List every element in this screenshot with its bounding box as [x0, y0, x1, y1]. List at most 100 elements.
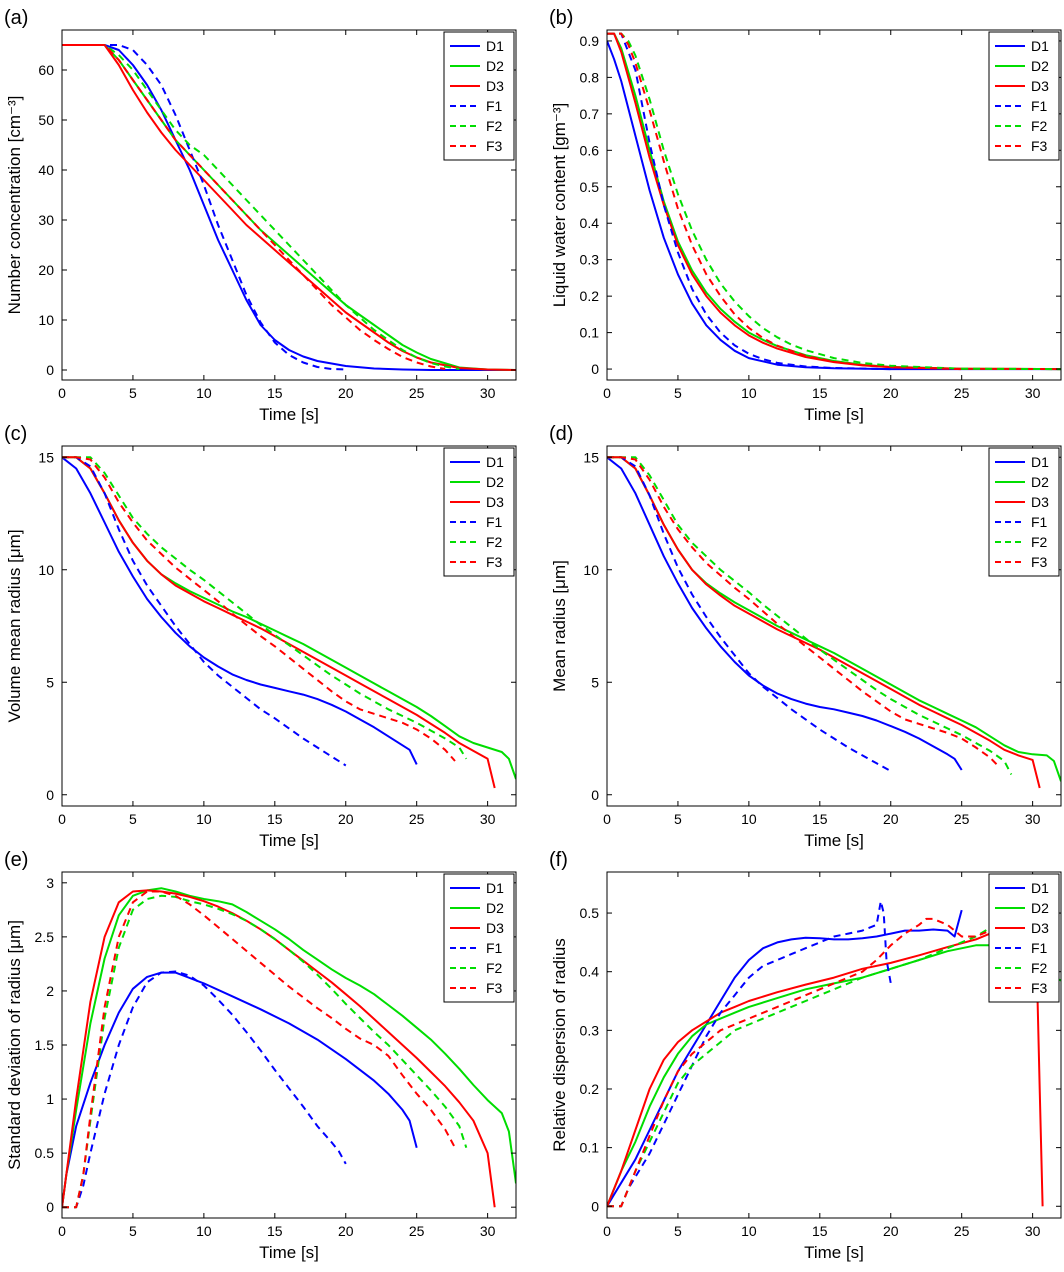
y-tick-label: 10: [583, 562, 599, 578]
legend-label-f3: F3: [1031, 554, 1048, 570]
series-line-f3: [607, 32, 962, 371]
legend-label-f2: F2: [1031, 118, 1048, 134]
legend-label-d2: D2: [486, 58, 504, 74]
y-tick-label: 15: [583, 449, 599, 465]
axes-frame: [606, 871, 1062, 1219]
y-tick-label: 50: [38, 112, 54, 128]
y-tick-label: 0.5: [35, 1145, 55, 1161]
x-tick-label: 15: [267, 385, 283, 401]
y-tick-label: 0: [591, 787, 599, 803]
y-axis-label: Liquid water content [gm⁻³]: [550, 103, 569, 308]
panel-label: (d): [549, 423, 573, 445]
y-tick-label: 0: [591, 1198, 599, 1214]
y-tick-label: 3: [46, 875, 54, 891]
x-tick-label: 10: [196, 385, 212, 401]
chart-panel-6: 0 5 10 15 20 25 30 0 0.1 0.2 0.3 0.4 0.5 Time [s] Rela…: [549, 849, 1062, 1262]
series-line-f1: [607, 32, 891, 371]
panel-label: (e): [4, 849, 28, 871]
legend-box: [443, 31, 515, 161]
legend-label-d1: D1: [486, 880, 504, 896]
legend-label-d2: D2: [486, 474, 504, 490]
x-tick-label: 15: [812, 385, 828, 401]
x-tick-label: 0: [58, 385, 66, 401]
legend: D1 D2 D3 F1 F2 F3: [443, 447, 515, 577]
chart-panel-4: 0 5 10 15 20 25 30 0 5 10 15 Time [s] Mean radius [μ…: [549, 423, 1062, 850]
legend-label-d2: D2: [486, 900, 504, 916]
legend-label-f2: F2: [486, 960, 503, 976]
x-axis-label: Time [s]: [259, 1243, 319, 1262]
series-group: [62, 456, 516, 789]
x-tick-label: 0: [58, 811, 66, 827]
legend-label-f3: F3: [486, 554, 503, 570]
y-tick-label: 60: [38, 62, 54, 78]
legend-label-d3: D3: [486, 920, 504, 936]
y-tick-label: 1: [46, 1091, 54, 1107]
y-tick-label: 0: [46, 362, 54, 378]
series-line-d3: [607, 32, 1061, 371]
series-group: [62, 44, 516, 371]
y-tick-label: 2.5: [35, 929, 55, 945]
x-tick-label: 15: [812, 811, 828, 827]
legend-label-d2: D2: [1031, 58, 1049, 74]
series-line-d1: [62, 456, 418, 765]
y-tick-label: 0: [46, 787, 54, 803]
series-line-d1: [62, 44, 516, 371]
y-tick-label: 0.4: [580, 215, 600, 231]
series-line-f1: [607, 900, 892, 1208]
series-line-f2: [62, 456, 468, 760]
y-tick-label: 0.3: [580, 252, 600, 268]
legend-label-f3: F3: [1031, 980, 1048, 996]
series-line-f2: [62, 44, 460, 370]
series-line-f3: [62, 890, 456, 1209]
x-tick-label: 25: [409, 1223, 425, 1239]
axes-frame: [61, 29, 517, 381]
x-tick-label: 25: [954, 1223, 970, 1239]
series-line-f2: [607, 456, 1013, 775]
legend: D1 D2 D3 F1 F2 F3: [443, 873, 515, 1003]
y-tick-label: 0.9: [580, 33, 600, 49]
x-tick-label: 30: [480, 385, 496, 401]
series-line-f1: [62, 970, 347, 1209]
chart-panel-5: 0 5 10 15 20 25 30 0 0.5 1 1.5 2 2.5 3 Time [s] Standar…: [4, 849, 517, 1262]
y-axis-label: Mean radius [μm]: [550, 560, 569, 692]
legend-label-f1: F1: [486, 514, 503, 530]
legend-label-f1: F1: [1031, 514, 1048, 530]
x-tick-label: 10: [196, 1223, 212, 1239]
x-tick-label: 25: [409, 811, 425, 827]
y-tick-label: 5: [46, 674, 54, 690]
x-tick-label: 10: [741, 811, 757, 827]
legend-label-d1: D1: [486, 454, 504, 470]
legend-label-f2: F2: [486, 118, 503, 134]
panel-label: (f): [549, 849, 568, 871]
legend-label-f2: F2: [486, 534, 503, 550]
y-tick-label: 30: [38, 212, 54, 228]
x-tick-label: 10: [196, 811, 212, 827]
series-line-d3: [62, 44, 516, 371]
x-tick-label: 10: [741, 1223, 757, 1239]
legend-label-f3: F3: [486, 138, 503, 154]
legend-label-f3: F3: [486, 980, 503, 996]
legend-label-d1: D1: [1031, 454, 1049, 470]
y-axis-label: Relative dispersion of radius: [550, 938, 569, 1152]
legend-label-d1: D1: [1031, 38, 1049, 54]
x-tick-label: 25: [954, 385, 970, 401]
chart-panel-2: 0 5 10 15 20 25 30 0 0.1 0.2 0.3 0.4 0.5 0.6 0.7 0.8 0.9…: [549, 7, 1062, 424]
y-tick-label: 1.5: [35, 1037, 55, 1053]
legend-label-f1: F1: [1031, 98, 1048, 114]
legend-label-d3: D3: [486, 494, 504, 510]
x-axis-label: Time [s]: [259, 405, 319, 424]
x-tick-label: 20: [338, 385, 354, 401]
x-tick-label: 0: [603, 1223, 611, 1239]
legend: D1 D2 D3 F1 F2 F3: [443, 31, 515, 161]
x-tick-label: 5: [129, 385, 137, 401]
series-line-f1: [607, 456, 892, 772]
x-tick-label: 5: [674, 385, 682, 401]
y-tick-label: 10: [38, 562, 54, 578]
y-tick-label: 0.3: [580, 1022, 600, 1038]
y-tick-label: 0.2: [580, 1081, 600, 1097]
y-tick-label: 20: [38, 262, 54, 278]
legend-label-d3: D3: [1031, 78, 1049, 94]
y-axis-label: Standard deviation of radius [μm]: [5, 920, 24, 1170]
x-tick-label: 25: [954, 811, 970, 827]
